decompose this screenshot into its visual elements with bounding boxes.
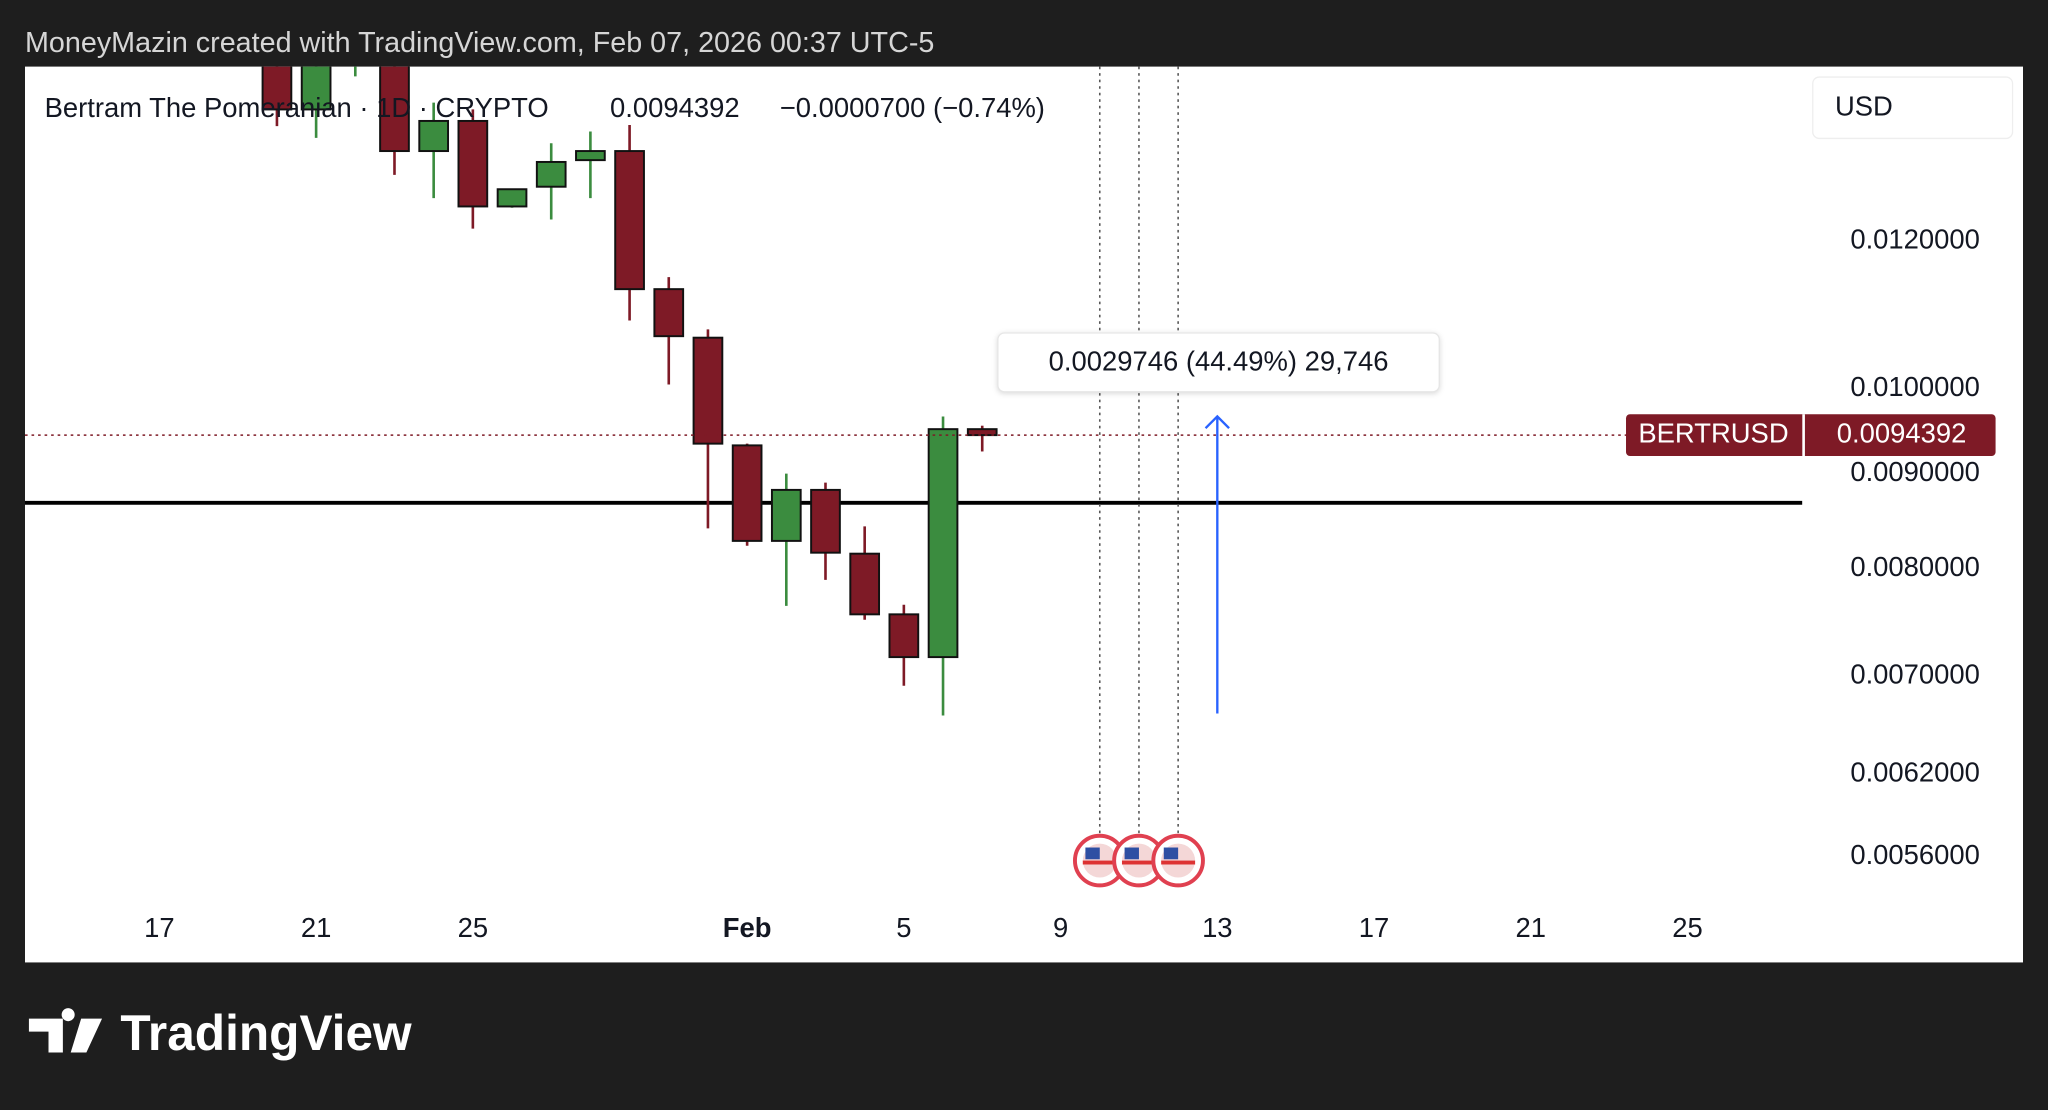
- candle-body: [731, 444, 763, 542]
- x-tick-label: 21: [301, 912, 331, 943]
- overlay: 0.0120000 0.0100000 0.0090000 0.0080000 0.00…: [45, 66, 1996, 943]
- candle-body: [849, 552, 881, 616]
- x-tick-label: 25: [458, 912, 488, 943]
- x-tick-label: 13: [1202, 912, 1232, 943]
- candle-body: [653, 288, 685, 338]
- candle-body: [457, 119, 489, 208]
- y-tick-label: 0.0090000: [1850, 456, 1980, 487]
- measure-label: 0.0029746 (44.49%) 29,746: [1049, 345, 1389, 376]
- logo-mark: [28, 1008, 103, 1053]
- brand-logo: TradingView: [28, 1005, 412, 1061]
- candle-body: [888, 613, 920, 659]
- y-tick-label: 0.0100000: [1850, 371, 1980, 402]
- x-tick-label: Feb: [723, 912, 772, 943]
- price-tag: [1626, 414, 1996, 457]
- header: MoneyMazin created with TradingView.com,…: [25, 27, 934, 59]
- price-tag-symbol: BERTRUSD: [1638, 417, 1788, 448]
- x-tick-label: 25: [1672, 912, 1702, 943]
- candle-body: [535, 160, 567, 188]
- legend-change: −0.0000700 (−0.74%): [780, 92, 1045, 123]
- candle-body: [418, 119, 450, 153]
- price-tag-value: 0.0094392: [1837, 417, 1967, 448]
- candle-body: [300, 66, 332, 111]
- x-tick-label: 5: [896, 912, 911, 943]
- event-flag-canton: [1124, 847, 1139, 860]
- event-flag-canton: [1163, 847, 1179, 860]
- candle-body: [692, 336, 724, 445]
- y-tick-label: 0.0080000: [1850, 551, 1980, 582]
- currency-box[interactable]: [1812, 76, 2014, 140]
- measure-arrowhead: [1204, 414, 1230, 429]
- legend-price: 0.0094392: [610, 92, 740, 123]
- candle-body: [770, 488, 802, 542]
- measure-label-box: [997, 332, 1440, 393]
- candle-body: [496, 188, 528, 208]
- y-tick-label: 0.0062000: [1850, 757, 1980, 788]
- y-tick-label: 0.0070000: [1850, 659, 1980, 690]
- brand: TradingView: [120, 1005, 412, 1061]
- x-tick-label: 21: [1516, 912, 1546, 943]
- candle-body: [575, 150, 606, 162]
- legend-title: Bertram The Pomeranian · 1D · CRYPTO: [45, 92, 549, 123]
- chart-frame: [25, 66, 2023, 963]
- event-flag-stripe: [1082, 860, 1117, 865]
- candle-body: [927, 428, 959, 659]
- x-tick-label: 9: [1053, 912, 1068, 943]
- currency: USD: [1835, 91, 1893, 122]
- candle-body: [379, 66, 410, 153]
- event-flag-canton: [1085, 847, 1100, 860]
- y-tick-label: 0.0056000: [1850, 839, 1980, 870]
- x-tick-label: 17: [1359, 912, 1389, 943]
- plot-area: [24, 66, 1803, 716]
- event-flag-stripe: [1161, 860, 1196, 865]
- event-flag-stripe: [1121, 860, 1156, 865]
- candle-body: [810, 488, 841, 554]
- x-tick-label: 17: [144, 912, 174, 943]
- candle-body: [966, 428, 998, 437]
- candle-body: [614, 150, 645, 291]
- y-tick-label: 0.0120000: [1850, 224, 1980, 255]
- candle-body: [261, 66, 293, 111]
